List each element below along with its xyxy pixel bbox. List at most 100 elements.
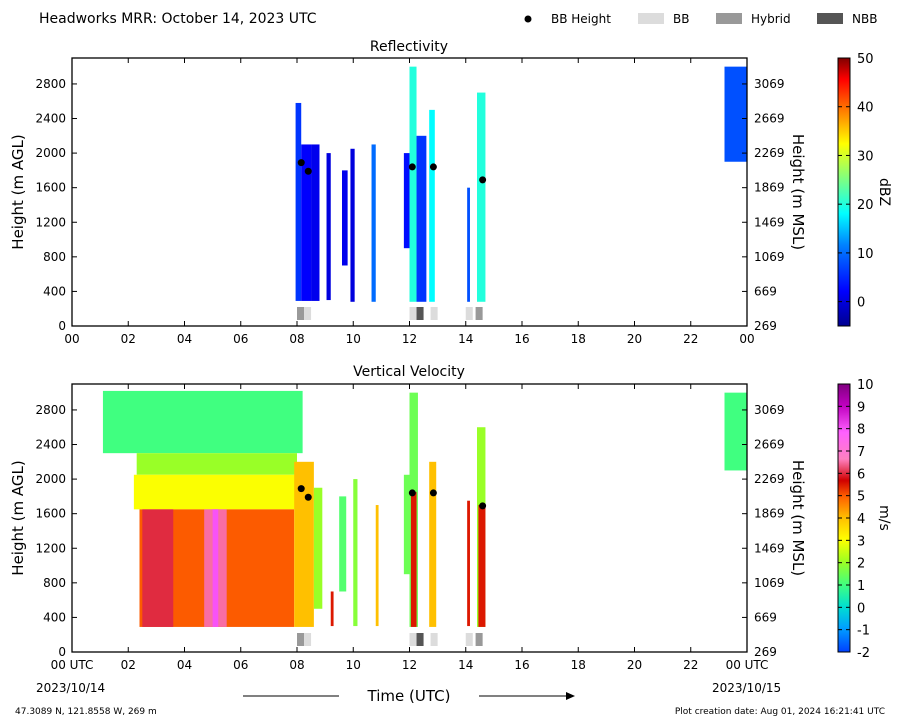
bb-height-point: [408, 489, 416, 497]
data-region: [295, 102, 302, 301]
x-tick-label: 08: [289, 332, 304, 346]
y-tick-right-label: 1069: [754, 576, 785, 590]
y-tick-label: 2800: [35, 403, 66, 417]
x-tick-label: 10: [346, 332, 361, 346]
bb-height-point: [429, 163, 437, 171]
x-tick-label: 16: [514, 332, 529, 346]
x-tick-label: 18: [571, 658, 586, 672]
data-region: [410, 492, 417, 627]
data-region: [478, 505, 486, 627]
data-region: [311, 144, 320, 301]
colorbar-tick-label: 10: [857, 378, 874, 393]
bb-type-box: [430, 307, 438, 320]
data-region: [375, 505, 379, 627]
velocity-ylabel: Height (m AGL): [9, 460, 27, 575]
reflectivity-ylabel-right: Height (m MSL): [789, 134, 807, 250]
bb-height-point: [304, 167, 312, 175]
colorbar-tick-label: 0: [857, 601, 865, 616]
bb-type-box: [475, 633, 483, 646]
colorbar-tick-label: 40: [857, 101, 874, 116]
colorbar-tick-label: 10: [857, 247, 874, 262]
x-tick-label: 00: [739, 332, 754, 346]
y-tick-right-label: 669: [754, 610, 777, 624]
data-region: [133, 474, 297, 510]
vertical-velocity-panel: Vertical Velocity Height (m AGL) Height …: [9, 364, 892, 672]
colorbar-tick-label: 8: [857, 423, 865, 438]
data-region: [326, 153, 331, 301]
y-tick-right-label: 269: [754, 319, 777, 333]
y-tick-label: 0: [58, 319, 66, 333]
data-region: [724, 392, 747, 471]
x-tick-label: 04: [177, 658, 192, 672]
bb-height-point: [479, 502, 487, 510]
y-tick-label: 2400: [35, 438, 66, 452]
end-date-label: 2023/10/15: [712, 681, 781, 695]
x-tick-label: 20: [627, 332, 642, 346]
y-tick-label: 800: [43, 576, 66, 590]
colorbar-tick-label: -1: [857, 624, 870, 639]
bb-height-point: [297, 159, 305, 167]
legend-bb-label: BB: [673, 12, 689, 26]
bb-type-box: [465, 633, 473, 646]
x-tick-label: 02: [121, 332, 136, 346]
reflectivity-colorbar: [837, 57, 851, 327]
time-axis-label: Time (UTC): [367, 687, 451, 705]
x-tick-label: 00: [64, 332, 79, 346]
data-region: [313, 487, 323, 609]
colorbar-tick-label: 5: [857, 490, 865, 505]
y-tick-label: 1200: [35, 215, 66, 229]
colorbar-tick-label: 9: [857, 400, 865, 415]
x-tick-label: 16: [514, 658, 529, 672]
creation-date-label: Plot creation date: Aug 01, 2024 16:21:4…: [675, 707, 885, 717]
y-tick-right-label: 2269: [754, 146, 785, 160]
bb-type-box: [430, 633, 438, 646]
bb-type-box: [416, 307, 424, 320]
colorbar-tick-label: -2: [857, 646, 870, 661]
x-tick-label: 02: [121, 658, 136, 672]
time-arrow-head: [566, 692, 575, 700]
figure-title: Headworks MRR: October 14, 2023 UTC: [39, 11, 317, 27]
data-region: [429, 461, 437, 627]
bb-type-box: [409, 307, 417, 320]
colorbar-tick-label: 4: [857, 512, 865, 527]
data-region: [371, 144, 376, 302]
y-tick-label: 2000: [35, 146, 66, 160]
colorbar-tick-label: 20: [857, 198, 874, 213]
colorbar-tick-label: 3: [857, 534, 865, 549]
y-tick-label: 800: [43, 250, 66, 264]
legend-nbb-swatch: [817, 13, 843, 24]
y-tick-label: 2000: [35, 472, 66, 486]
y-tick-right-label: 1469: [754, 541, 785, 555]
data-region: [409, 66, 417, 302]
data-region: [350, 148, 355, 302]
x-tick-label: 12: [402, 332, 417, 346]
colorbar-tick-label: 2: [857, 557, 865, 572]
x-tick-label: 14: [458, 658, 473, 672]
y-tick-right-label: 3069: [754, 403, 785, 417]
bb-height-point: [304, 493, 312, 501]
bb-height-point: [408, 163, 416, 171]
bb-type-box: [416, 633, 424, 646]
reflectivity-colorbar-label: dBZ: [876, 178, 892, 206]
x-tick-label: 18: [571, 332, 586, 346]
colorbar-tick-label: 0: [857, 296, 865, 311]
data-region: [467, 500, 470, 627]
y-tick-label: 1600: [35, 507, 66, 521]
y-tick-right-label: 2269: [754, 472, 785, 486]
bb-height-point: [429, 489, 437, 497]
x-tick-label: 14: [458, 332, 473, 346]
bb-type-box: [297, 307, 305, 320]
data-region: [342, 170, 348, 266]
colorbar-tick-label: 50: [857, 52, 874, 67]
legend-bb-height-label: BB Height: [551, 12, 611, 26]
data-region: [301, 144, 312, 301]
velocity-ylabel-right: Height (m MSL): [789, 460, 807, 576]
bb-type-box: [409, 633, 417, 646]
x-tick-label: 04: [177, 332, 192, 346]
y-tick-right-label: 2669: [754, 438, 785, 452]
y-tick-label: 1200: [35, 541, 66, 555]
y-tick-right-label: 1869: [754, 507, 785, 521]
legend-hybrid-label: Hybrid: [751, 12, 791, 26]
reflectivity-panel: Reflectivity Height (m AGL) Height (m MS…: [9, 39, 892, 346]
